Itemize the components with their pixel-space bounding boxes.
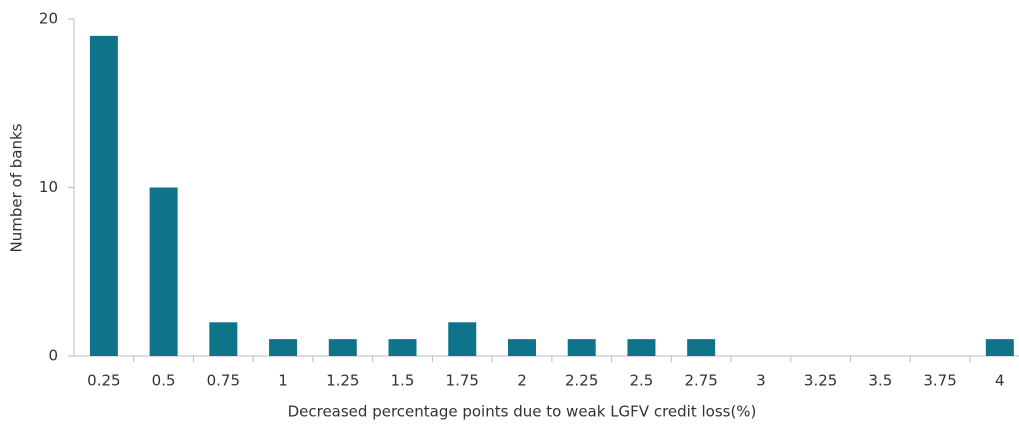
bar [388,339,417,356]
bar [89,35,118,356]
bar [448,322,477,356]
x-axis-label: Decreased percentage points due to weak … [288,403,757,421]
bar [687,339,716,356]
x-tick-label: 3.25 [804,372,837,390]
x-tick-label: 1.5 [391,372,415,390]
x-tick-label: 0.25 [87,372,120,390]
bar [567,339,596,356]
x-tick-label: 1 [278,372,288,390]
x-tick-label: 1.25 [326,372,359,390]
y-tick-label: 20 [39,10,58,28]
bar [209,322,238,356]
bar [985,339,1014,356]
x-tick-label: 0.75 [207,372,240,390]
y-tick-label: 10 [39,178,58,196]
bar [328,339,357,356]
x-tick-label: 1.75 [446,372,479,390]
x-tick-label: 2.25 [565,372,598,390]
bar [269,339,298,356]
bar [149,187,178,356]
bar [507,339,536,356]
x-tick-label: 4 [995,372,1005,390]
x-tick-label: 2.5 [630,372,654,390]
x-tick-label: 2 [517,372,527,390]
y-axis-label: Number of banks [8,123,26,252]
x-tick-label: 3.75 [923,372,956,390]
x-tick-label: 2.75 [684,372,717,390]
x-tick-label: 3.5 [868,372,892,390]
y-tick-label: 0 [48,347,58,365]
x-tick-label: 3 [756,372,766,390]
bar [627,339,656,356]
x-tick-label: 0.5 [152,372,176,390]
